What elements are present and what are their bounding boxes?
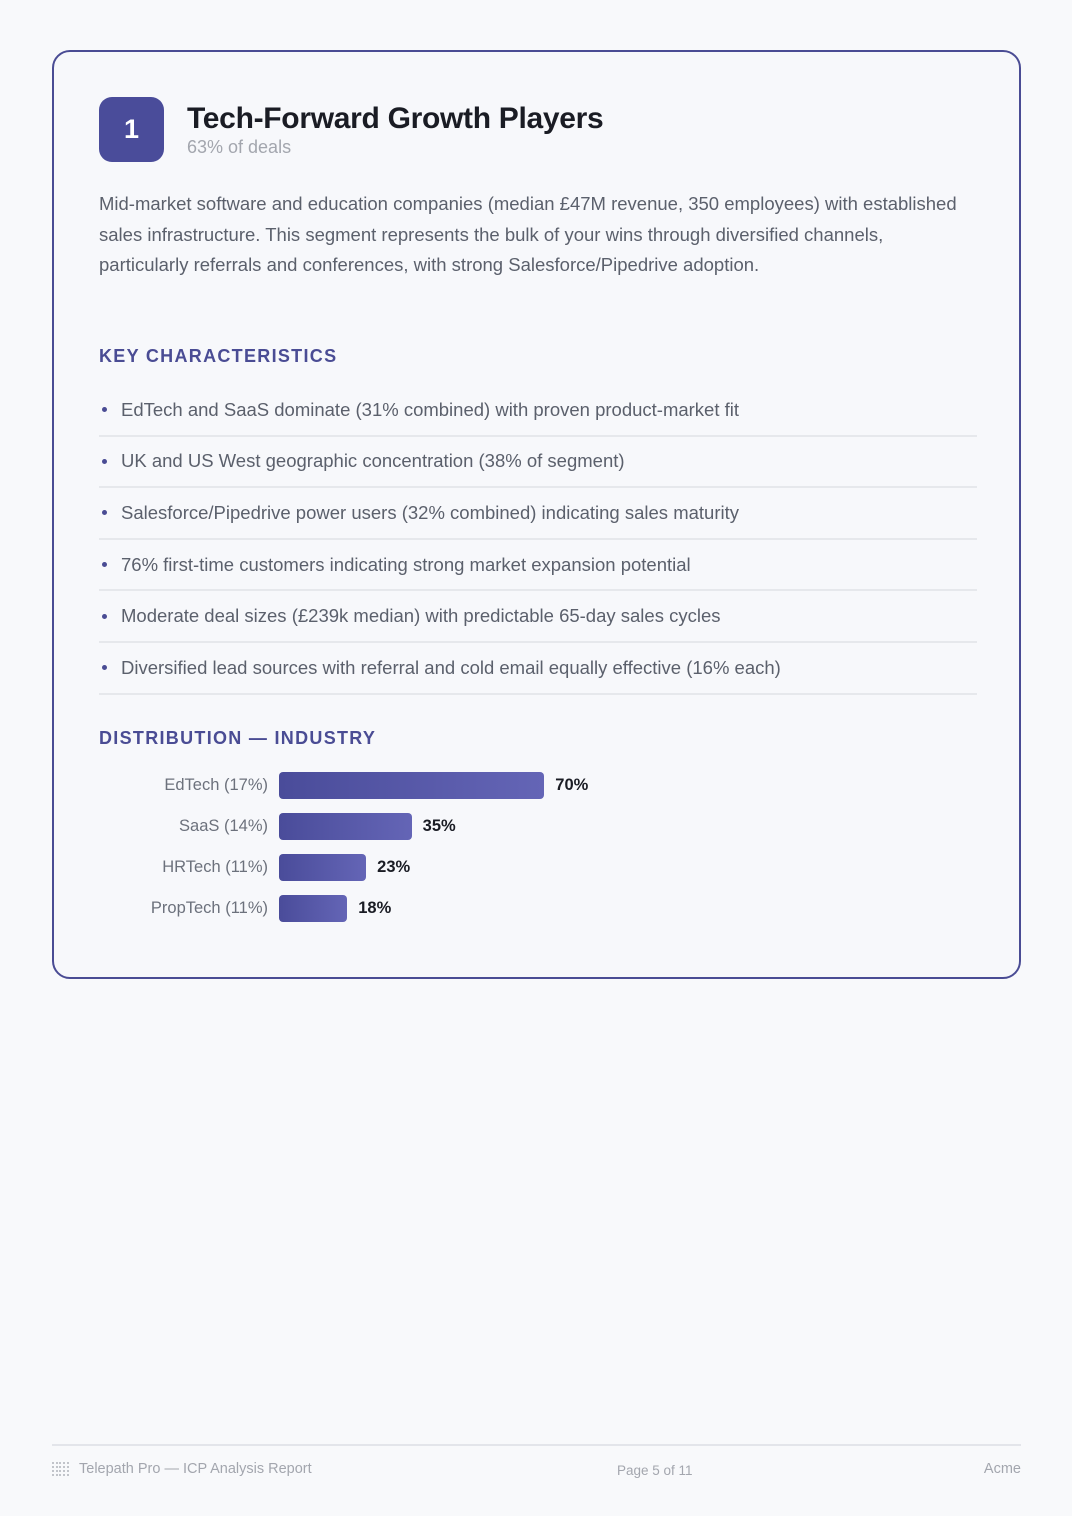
dot-grid-logo-icon xyxy=(52,1461,69,1477)
page-footer: Telepath Pro — ICP Analysis Report Page … xyxy=(52,1461,1021,1483)
bar-row: PropTech (11%) 18% xyxy=(99,888,658,929)
bullet-icon xyxy=(102,562,107,568)
characteristic-text: Diversified lead sources with referral a… xyxy=(121,656,781,678)
bullet-icon xyxy=(102,510,107,516)
characteristic-text: Moderate deal sizes (£239k median) with … xyxy=(121,605,721,627)
bullet-icon xyxy=(102,665,107,671)
bar-label: EdTech (17%) xyxy=(164,776,268,794)
characteristic-text: UK and US West geographic concentration … xyxy=(121,450,625,472)
bar-value: 35% xyxy=(422,817,456,835)
characteristic-text: 76% first-time customers indicating stro… xyxy=(121,553,691,575)
industry-bar-chart: EdTech (17%) 70% SaaS (14%) 35% HRTech (… xyxy=(99,765,658,929)
segment-share: 63% of deals xyxy=(187,137,292,157)
bar-fill xyxy=(279,895,348,922)
footer-divider xyxy=(52,1444,1021,1446)
bullet-icon xyxy=(102,407,107,413)
segment-card: 1 Tech-Forward Growth Players 63% of dea… xyxy=(52,50,1021,979)
bar-track: 23% xyxy=(279,854,658,881)
segment-title: Tech-Forward Growth Players xyxy=(187,102,604,135)
bar-track: 18% xyxy=(279,895,658,922)
bar-fill xyxy=(279,772,545,799)
segment-title-block: Tech-Forward Growth Players 63% of deals xyxy=(187,101,604,159)
list-item: UK and US West geographic concentration … xyxy=(99,437,977,489)
bar-track: 70% xyxy=(279,772,658,799)
list-item: Moderate deal sizes (£239k median) with … xyxy=(99,591,977,643)
segment-number-badge: 1 xyxy=(99,97,164,162)
page-indicator: Page 5 of 11 xyxy=(617,1463,693,1478)
bar-track: 35% xyxy=(279,813,658,840)
bar-row: EdTech (17%) 70% xyxy=(99,765,658,806)
bar-value: 70% xyxy=(555,776,589,794)
footer-brand: Telepath Pro — ICP Analysis Report xyxy=(52,1461,312,1477)
bar-value: 23% xyxy=(377,858,411,876)
client-name: Acme xyxy=(983,1461,1021,1477)
segment-description: Mid-market software and education compan… xyxy=(99,193,957,275)
bar-fill xyxy=(279,813,412,840)
bar-row: SaaS (14%) 35% xyxy=(99,806,658,847)
bar-row: HRTech (11%) 23% xyxy=(99,847,658,888)
list-item: Salesforce/Pipedrive power users (32% co… xyxy=(99,488,977,540)
characteristic-text: EdTech and SaaS dominate (31% combined) … xyxy=(121,398,740,420)
bar-label: HRTech (11%) xyxy=(162,858,268,876)
list-item: 76% first-time customers indicating stro… xyxy=(99,540,977,592)
key-characteristics-list: EdTech and SaaS dominate (31% combined) … xyxy=(99,385,977,695)
bar-label: SaaS (14%) xyxy=(179,817,268,835)
bullet-icon xyxy=(102,458,107,464)
report-title: Telepath Pro — ICP Analysis Report xyxy=(79,1461,312,1477)
bar-label: PropTech (11%) xyxy=(150,899,268,917)
bullet-icon xyxy=(102,613,107,619)
list-item: EdTech and SaaS dominate (31% combined) … xyxy=(99,385,977,437)
distribution-heading: DISTRIBUTION — INDUSTRY xyxy=(99,728,377,748)
bar-fill xyxy=(279,854,367,881)
segment-header: 1 Tech-Forward Growth Players 63% of dea… xyxy=(99,97,604,162)
characteristic-text: Salesforce/Pipedrive power users (32% co… xyxy=(121,501,739,523)
bar-value: 18% xyxy=(358,899,392,917)
list-item: Diversified lead sources with referral a… xyxy=(99,643,977,695)
key-characteristics-heading: KEY CHARACTERISTICS xyxy=(99,346,338,366)
